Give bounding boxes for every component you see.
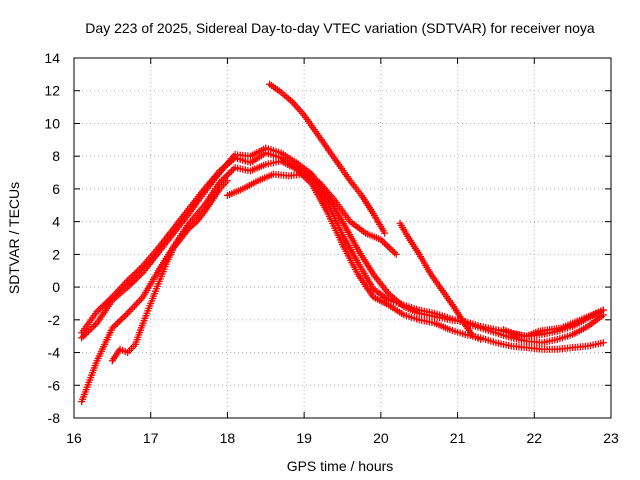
data-point (224, 170, 232, 178)
data-point (599, 339, 607, 347)
data-point (125, 275, 133, 283)
data-point (385, 244, 393, 252)
y-tick-label: 6 (52, 181, 60, 197)
data-point (132, 268, 140, 276)
series-track-4 (108, 177, 231, 365)
data-point (119, 314, 127, 322)
x-tick-label: 23 (603, 430, 619, 446)
data-point (115, 317, 123, 325)
plot-frame (73, 57, 612, 419)
y-tick-label: -2 (48, 312, 61, 328)
data-point (134, 267, 142, 275)
data-point (384, 242, 392, 250)
data-point (228, 167, 236, 175)
data-point (223, 172, 231, 180)
y-tick-label: 10 (44, 115, 60, 131)
data-point (129, 278, 137, 286)
data-point (382, 241, 390, 249)
data-point (127, 280, 135, 288)
x-tick-label: 20 (373, 430, 389, 446)
y-axis-label: SDTVAR / TECUs (6, 182, 22, 294)
data-point (129, 272, 137, 280)
y-tick-label: 0 (52, 279, 60, 295)
series-track-2 (78, 149, 607, 347)
data-point (380, 239, 388, 247)
x-axis-label: GPS time / hours (287, 458, 394, 474)
x-tick-label: 21 (450, 430, 466, 446)
x-tick-label: 17 (143, 430, 159, 446)
y-tick-label: 14 (44, 50, 60, 66)
series-track-6 (266, 80, 389, 237)
data-point (120, 313, 128, 321)
series-track-5 (223, 170, 400, 258)
data-point (113, 319, 121, 327)
data-point (387, 245, 395, 253)
data-point (132, 275, 140, 283)
x-tick-label: 16 (66, 430, 82, 446)
data-point (381, 229, 389, 237)
x-tick-label: 19 (296, 430, 312, 446)
y-tick-label: -6 (48, 377, 61, 393)
data-point (136, 265, 144, 273)
chart-title: Day 223 of 2025, Sidereal Day-to-day VTE… (85, 20, 595, 36)
data-marks (78, 80, 607, 406)
y-tick-label: 12 (44, 83, 60, 99)
data-point (131, 270, 139, 278)
y-tick-label: -8 (48, 410, 61, 426)
y-tick-label: 4 (52, 214, 60, 230)
data-point (136, 272, 144, 280)
data-point (477, 335, 485, 343)
data-point (127, 273, 135, 281)
y-tick-label: 2 (52, 246, 60, 262)
x-tick-label: 18 (220, 430, 236, 446)
data-point (98, 303, 106, 311)
data-point (390, 249, 398, 257)
data-point (134, 273, 142, 281)
data-point (122, 311, 130, 319)
data-point (223, 177, 231, 185)
series-track-7 (396, 219, 485, 343)
data-point (229, 165, 237, 173)
data-point (137, 270, 145, 278)
data-point (599, 306, 607, 314)
data-point (392, 250, 400, 258)
data-point (389, 247, 397, 255)
series-track-8 (500, 306, 607, 340)
data-point (117, 316, 125, 324)
axis-ticks: 16 17 18 19 20 21 22 23 -8 -6 -4 -2 0 2 4 6 8 10 12 14 (44, 50, 619, 446)
y-tick-label: -4 (48, 345, 61, 361)
data-point (107, 295, 115, 303)
y-tick-label: 8 (52, 148, 60, 164)
x-tick-label: 22 (526, 430, 542, 446)
data-point (131, 277, 139, 285)
data-point (112, 321, 120, 329)
